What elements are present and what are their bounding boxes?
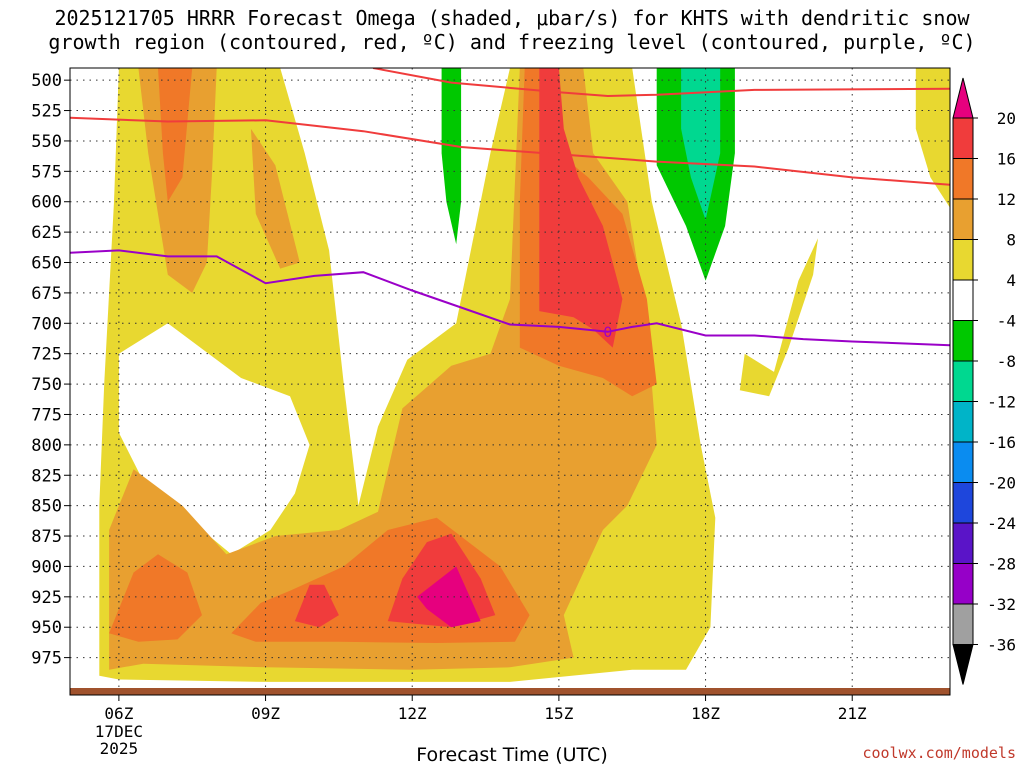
y-tick-label: 625 [31,223,62,243]
colorbar-label: 16 [997,150,1016,169]
y-tick-label: 700 [31,314,62,334]
omega-region-ge16 [539,68,623,348]
colorbar-label: -32 [987,595,1016,614]
omega-region-12to16 [109,554,202,642]
omega-region-above [417,566,481,628]
colorbar-band [952,522,974,564]
axes: 500 525 550 575 600 625 650 675 700 725 750 775 800 8… [31,67,951,758]
colorbar-label: 20 [997,109,1016,128]
colorbar-band [952,239,974,281]
omega-region-4to8 [739,238,818,397]
colorbar-label: -36 [987,636,1016,655]
x-tick-label: 21Z [838,704,867,723]
colorbar-label: -12 [987,393,1016,412]
y-tick-label: 600 [31,193,62,213]
colorbar-label: -8 [997,352,1016,371]
colorbar-band [952,279,974,321]
y-tick-label: 500 [31,71,62,91]
colorbar-bottom-arrow [952,644,974,685]
date-label: 17DEC [95,722,143,741]
y-tick-label: 900 [31,557,62,577]
colorbar-label: -16 [987,433,1016,452]
contour-lines: 0 [70,68,950,347]
colorbar-label: 4 [1006,271,1016,290]
y-tick-label: 975 [31,649,62,669]
omega-shading [99,68,950,682]
title-line-1: 2025121705 HRRR Forecast Omega (shaded, … [54,6,970,30]
omega-region-4to8 [915,68,950,208]
credit-link[interactable]: coolwx.com/models [862,744,1016,762]
chart-title: 2025121705 HRRR Forecast Omega (shaded, … [0,6,1024,54]
colorbar-band [952,603,974,645]
y-tick-label: 575 [31,162,62,182]
colorbar-label: -28 [987,555,1016,574]
colorbar: 20 16 12 8 4 -4 -8 -12 -16 -20 -24 -28 -32 -36 [952,77,1016,685]
omega-region-ge16 [294,584,339,628]
y-tick-label: 825 [31,466,62,486]
colorbar-band [952,482,974,524]
plot-area [70,68,950,695]
colorbar-label: 8 [1006,231,1016,250]
y-tick-label: 750 [31,375,62,395]
colorbar-band [952,117,974,159]
x-tick-label: 06Z [104,704,133,723]
title-line-2: growth region (contoured, red, ºC) and f… [48,30,976,54]
dendritic-lower-contour [70,116,950,186]
freezing-level-label: 0 [603,325,612,341]
y-tick-label: 850 [31,497,62,517]
colorbar-label: -24 [987,514,1016,533]
omega-region-4to8 [588,532,623,589]
colorbar-label: 12 [997,190,1016,209]
colorbar-band [952,360,974,402]
x-tick-label: 15Z [544,704,573,723]
plot-frame [69,67,951,696]
colorbar-label: -4 [997,312,1016,331]
colorbar-band [952,320,974,362]
y-tick-label: 650 [31,254,62,274]
colorbar-band [952,441,974,483]
date-label: 2025 [100,739,139,758]
omega-region-12to16 [158,68,193,202]
colorbar-label: -20 [987,474,1016,493]
omega-region-m12tom8 [681,68,721,220]
colorbar-top-arrow [952,77,974,119]
x-tick-label: 18Z [691,704,720,723]
x-tick-label: 09Z [251,704,280,723]
colorbar-band [952,158,974,200]
colorbar-band [952,401,974,443]
y-tick-label: 775 [31,405,62,425]
omega-region-m8tom4 [441,68,462,245]
y-tick-label: 950 [31,618,62,638]
x-axis-title: Forecast Time (UTC) [416,744,608,766]
y-tick-label: 725 [31,345,62,365]
y-tick-label: 800 [31,436,62,456]
y-tick-label: 875 [31,527,62,547]
y-tick-label: 675 [31,284,62,304]
freezing-level-contour [70,249,950,347]
colorbar-band [952,198,974,240]
omega-region-8to12 [250,128,300,269]
y-tick-label: 525 [31,102,62,122]
ground-strip [70,688,950,695]
contour-group [70,68,950,347]
colorbar-band [952,563,974,605]
y-tick-label: 925 [31,588,62,608]
x-tick-label: 12Z [398,704,427,723]
y-tick-label: 550 [31,132,62,152]
dendritic-upper-contour [372,68,950,98]
